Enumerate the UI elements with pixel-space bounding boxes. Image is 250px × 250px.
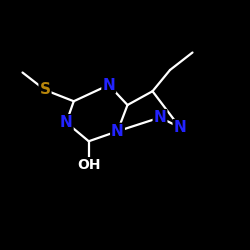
Text: S: S xyxy=(40,82,50,98)
Text: N: N xyxy=(60,115,72,130)
Text: N: N xyxy=(111,124,124,139)
Text: N: N xyxy=(154,110,166,125)
Text: N: N xyxy=(102,78,115,92)
Text: OH: OH xyxy=(77,158,100,172)
Text: N: N xyxy=(174,120,186,135)
